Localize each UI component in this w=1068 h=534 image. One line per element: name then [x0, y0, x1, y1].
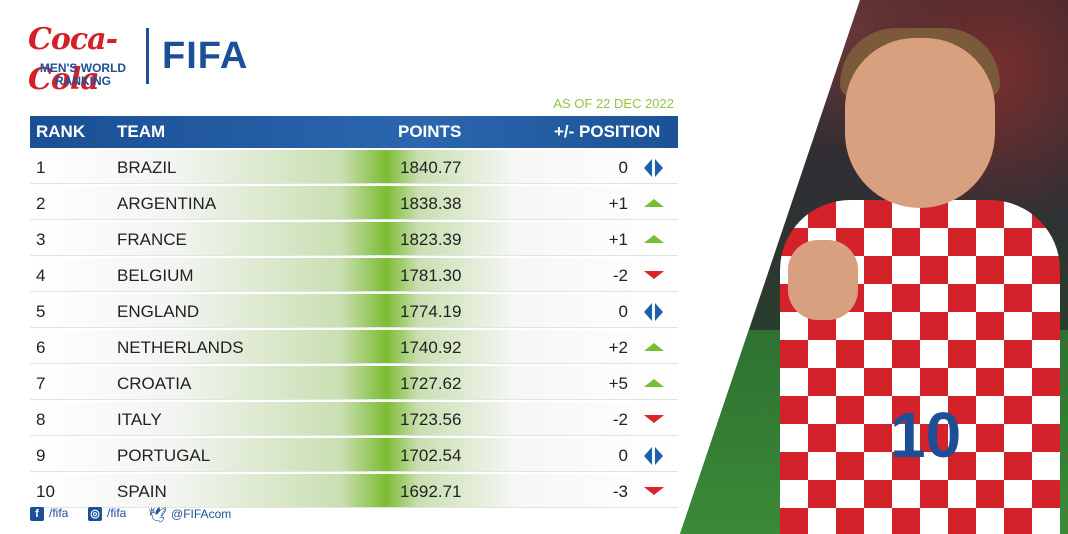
trend-same-icon — [644, 303, 664, 321]
ranking-subtitle: MEN'S WORLD RANKING — [28, 62, 138, 88]
rank-cell: 6 — [36, 338, 46, 357]
instagram-icon: ◎ — [88, 506, 102, 521]
team-cell: ENGLAND — [117, 302, 200, 321]
table-row: 7 CROATIA 1727.62 +5 — [30, 366, 678, 400]
trend-down-icon — [644, 411, 664, 427]
instagram-handle: /fifa — [107, 506, 127, 520]
subtitle-line-1: MEN'S WORLD — [39, 61, 127, 75]
table-row: 9 PORTUGAL 1702.54 0 — [30, 438, 678, 472]
header-position-change: +/- POSITION — [554, 122, 661, 141]
rank-cell: 10 — [36, 482, 55, 501]
position-change-cell: 0 — [618, 302, 628, 321]
position-change-cell: -2 — [612, 410, 628, 429]
rank-cell: 9 — [36, 446, 46, 465]
team-cell: NETHERLANDS — [117, 338, 244, 357]
position-change-cell: +5 — [608, 374, 628, 393]
table-row: 8 ITALY 1723.56 -2 — [30, 402, 678, 436]
points-cell: 1740.92 — [400, 338, 462, 357]
rank-cell: 5 — [36, 302, 46, 321]
twitter-link[interactable]: 🕊 @FIFAcom — [148, 506, 231, 524]
player-photo: 10 — [680, 0, 1068, 534]
table-row: 10 SPAIN 1692.71 -3 — [30, 474, 678, 508]
team-cell: ITALY — [117, 410, 162, 429]
points-cell: 1840.77 — [400, 158, 462, 177]
table-row: 3 FRANCE 1823.39 +1 — [30, 222, 678, 256]
twitter-handle: @FIFAcom — [171, 507, 232, 522]
rank-cell: 2 — [36, 194, 46, 213]
points-cell: 1723.56 — [400, 410, 462, 429]
logo-divider — [146, 28, 149, 84]
position-change-cell: +1 — [608, 194, 628, 213]
facebook-handle: /fifa — [49, 506, 69, 520]
facebook-icon: f — [30, 506, 44, 521]
points-cell: 1781.30 — [400, 266, 462, 285]
coca-cola-logo: Coca-Cola — [28, 22, 118, 97]
position-change-cell: -3 — [612, 482, 628, 501]
team-cell: PORTUGAL — [117, 446, 211, 465]
facebook-link[interactable]: f/fifa — [30, 506, 68, 521]
trend-same-icon — [644, 447, 664, 465]
team-cell: SPAIN — [117, 482, 167, 501]
fifa-logo: FIFA — [162, 35, 249, 77]
team-cell: FRANCE — [117, 230, 187, 249]
rank-cell: 1 — [36, 158, 46, 177]
table-row: 5 ENGLAND 1774.19 0 — [30, 294, 678, 328]
trend-up-icon — [644, 231, 664, 247]
points-cell: 1702.54 — [400, 446, 462, 465]
header-team: TEAM — [117, 122, 166, 141]
points-cell: 1823.39 — [400, 230, 462, 249]
team-cell: BRAZIL — [117, 158, 177, 177]
trend-up-icon — [644, 195, 664, 211]
points-cell: 1727.62 — [400, 374, 462, 393]
table-row: 4 BELGIUM 1781.30 -2 — [30, 258, 678, 292]
table-header: RANK TEAM POINTS +/- POSITION — [30, 116, 678, 148]
jersey-number: 10 — [890, 399, 962, 471]
table-row: 2 ARGENTINA 1838.38 +1 — [30, 186, 678, 220]
header-points: POINTS — [398, 122, 462, 141]
points-cell: 1692.71 — [400, 482, 462, 501]
instagram-link[interactable]: ◎ /fifa — [88, 506, 126, 521]
trend-same-icon — [644, 159, 664, 177]
position-change-cell: -2 — [612, 266, 628, 285]
points-cell: 1838.38 — [400, 194, 462, 213]
points-cell: 1774.19 — [400, 302, 462, 321]
player-head — [845, 38, 995, 208]
header-rank: RANK — [36, 122, 86, 141]
player-fist — [788, 240, 858, 320]
team-cell: BELGIUM — [117, 266, 194, 285]
rank-cell: 3 — [36, 230, 46, 249]
team-cell: ARGENTINA — [117, 194, 217, 213]
twitter-icon: 🕊 — [148, 507, 168, 524]
trend-down-icon — [644, 483, 664, 499]
team-cell: CROATIA — [117, 374, 192, 393]
subtitle-line-2: RANKING — [55, 74, 111, 88]
rank-cell: 4 — [36, 266, 46, 285]
table-row: 1 BRAZIL 1840.77 0 — [30, 150, 678, 184]
trend-up-icon — [644, 375, 664, 391]
ranking-table: RANK TEAM POINTS +/- POSITION 1 BRAZIL 184… — [30, 116, 678, 508]
trend-down-icon — [644, 267, 664, 283]
table-row: 6 NETHERLANDS 1740.92 +2 — [30, 330, 678, 364]
rank-cell: 8 — [36, 410, 46, 429]
ranking-date: AS OF 22 DEC 2022 — [553, 96, 674, 111]
position-change-cell: +2 — [608, 338, 628, 357]
position-change-cell: 0 — [618, 158, 628, 177]
trend-up-icon — [644, 339, 664, 355]
position-change-cell: +1 — [608, 230, 628, 249]
position-change-cell: 0 — [618, 446, 628, 465]
rank-cell: 7 — [36, 374, 46, 393]
